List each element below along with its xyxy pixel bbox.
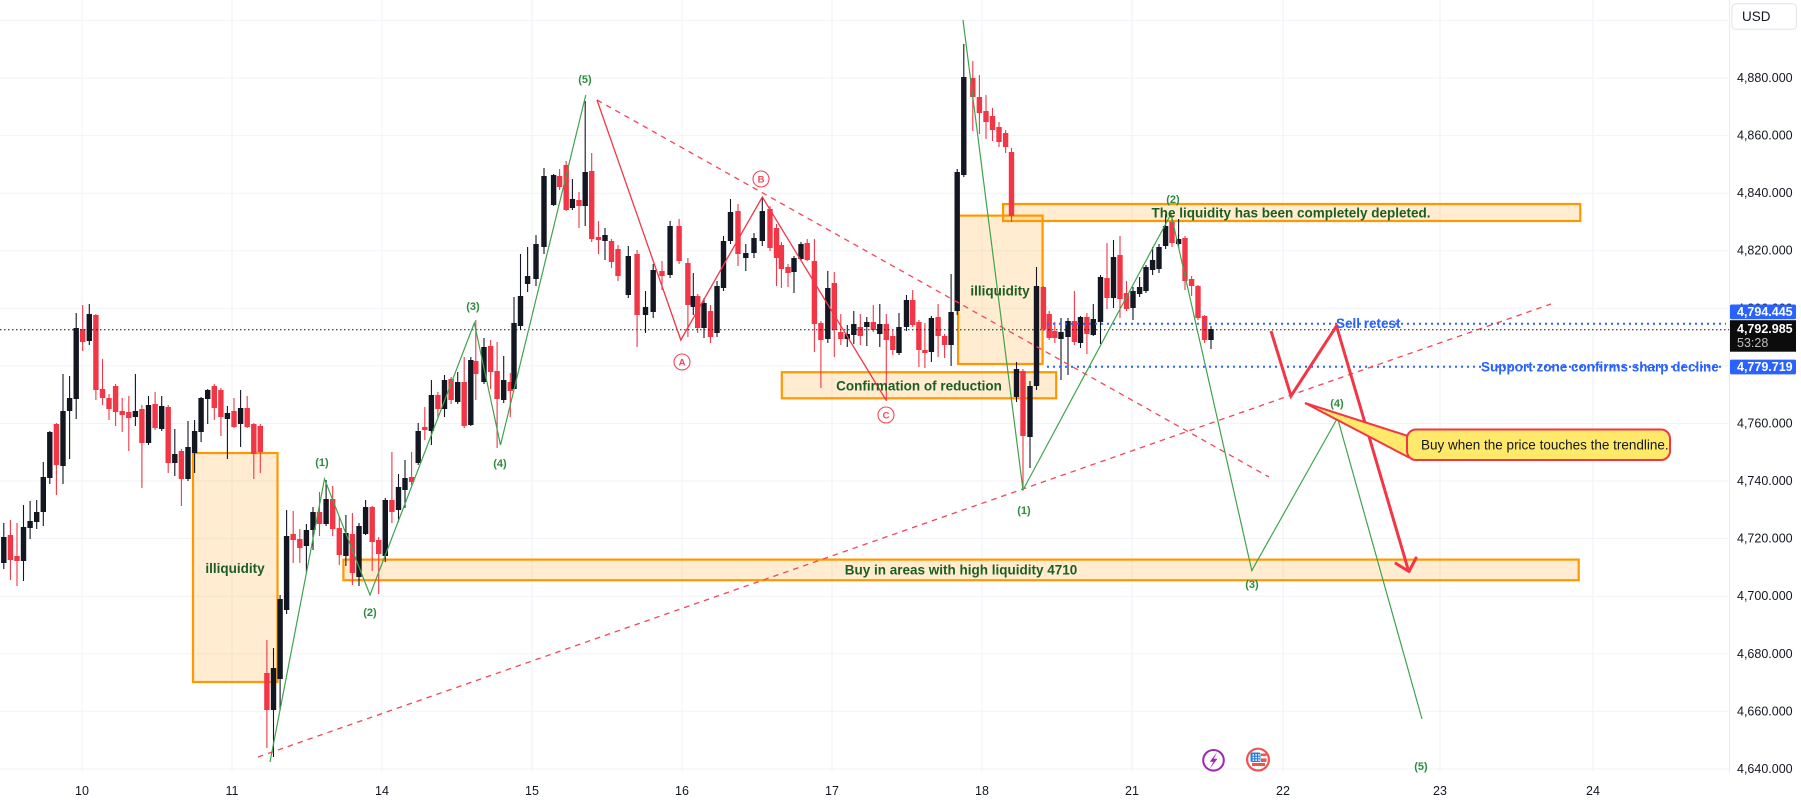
svg-text:4,840.000: 4,840.000 xyxy=(1737,186,1793,200)
svg-text:4,794.445: 4,794.445 xyxy=(1737,305,1793,319)
svg-text:4,640.000: 4,640.000 xyxy=(1737,762,1793,776)
svg-text:(4): (4) xyxy=(1330,398,1344,410)
svg-text:illiquidity: illiquidity xyxy=(970,284,1030,299)
svg-text:(3): (3) xyxy=(466,301,480,313)
svg-text:10: 10 xyxy=(75,784,89,798)
svg-text:(1): (1) xyxy=(1017,505,1031,517)
svg-text:The liquidity has been complet: The liquidity has been completely deplet… xyxy=(1151,206,1430,221)
svg-text:4,779.719: 4,779.719 xyxy=(1737,360,1793,374)
svg-text:(1): (1) xyxy=(315,457,329,469)
svg-text:Sell retest: Sell retest xyxy=(1336,316,1401,331)
svg-text:4,792.985: 4,792.985 xyxy=(1737,322,1793,336)
svg-text:A: A xyxy=(679,358,686,369)
svg-text:4,880.000: 4,880.000 xyxy=(1737,71,1793,85)
svg-text:15: 15 xyxy=(525,784,539,798)
svg-text:(5): (5) xyxy=(578,74,592,86)
svg-text:23: 23 xyxy=(1433,784,1447,798)
svg-text:24: 24 xyxy=(1586,784,1600,798)
svg-text:14: 14 xyxy=(375,784,389,798)
svg-text:Buy when the price touches the: Buy when the price touches the trendline… xyxy=(1421,438,1669,453)
svg-text:C: C xyxy=(883,411,890,422)
svg-text:USD: USD xyxy=(1742,9,1771,24)
svg-text:4,680.000: 4,680.000 xyxy=(1737,647,1793,661)
svg-text:17: 17 xyxy=(825,784,839,798)
svg-text:Confirmation of reduction: Confirmation of reduction xyxy=(836,379,1002,394)
svg-text:(3): (3) xyxy=(1245,579,1259,591)
svg-text:(2): (2) xyxy=(363,607,377,619)
svg-text:illiquidity: illiquidity xyxy=(205,561,265,576)
svg-text:18: 18 xyxy=(975,784,989,798)
svg-text:4,700.000: 4,700.000 xyxy=(1737,589,1793,603)
svg-text:(5): (5) xyxy=(1414,761,1428,773)
svg-text:4,720.000: 4,720.000 xyxy=(1737,532,1793,546)
svg-text:Support zone confirms sharp de: Support zone confirms sharp decline xyxy=(1481,360,1719,375)
svg-text:16: 16 xyxy=(675,784,689,798)
svg-text:53:28: 53:28 xyxy=(1737,336,1768,350)
svg-text:21: 21 xyxy=(1125,784,1139,798)
svg-text:4,660.000: 4,660.000 xyxy=(1737,704,1793,718)
svg-text:B: B xyxy=(758,175,765,186)
svg-text:4,760.000: 4,760.000 xyxy=(1737,417,1793,431)
svg-text:22: 22 xyxy=(1276,784,1290,798)
svg-text:(2): (2) xyxy=(1166,194,1180,206)
svg-text:11: 11 xyxy=(226,784,239,798)
svg-text:Buy in areas with high liquidi: Buy in areas with high liquidity 4710 xyxy=(845,563,1078,578)
svg-text:(4): (4) xyxy=(493,458,507,470)
svg-text:4,740.000: 4,740.000 xyxy=(1737,474,1793,488)
svg-text:4,820.000: 4,820.000 xyxy=(1737,244,1793,258)
svg-text:4,860.000: 4,860.000 xyxy=(1737,129,1793,143)
